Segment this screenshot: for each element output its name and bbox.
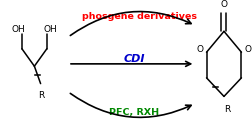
Text: O: O [195, 45, 202, 54]
Text: CDI: CDI [123, 54, 144, 64]
Text: PFC, RXH: PFC, RXH [109, 108, 159, 117]
FancyArrowPatch shape [71, 61, 190, 66]
Text: O: O [244, 45, 251, 54]
FancyArrowPatch shape [70, 12, 190, 36]
Text: phosgene derivatives: phosgene derivatives [81, 12, 196, 21]
FancyArrowPatch shape [70, 93, 190, 117]
Text: OH: OH [43, 24, 57, 34]
Text: O: O [219, 0, 227, 9]
Text: R: R [38, 91, 44, 100]
Text: OH: OH [11, 24, 25, 34]
Text: R: R [224, 105, 230, 114]
